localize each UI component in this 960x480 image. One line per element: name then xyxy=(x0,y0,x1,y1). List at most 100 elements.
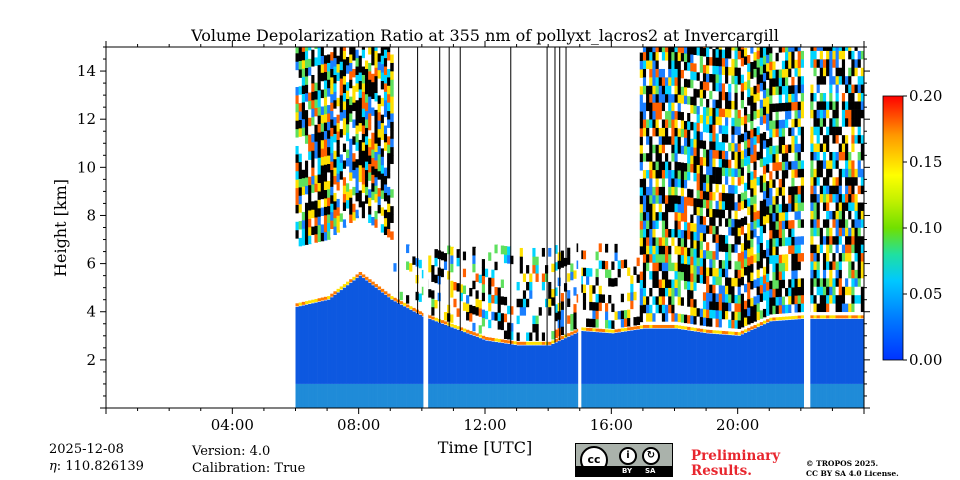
noise-cell xyxy=(794,160,798,170)
noise-cell xyxy=(361,184,366,193)
noise-cell xyxy=(860,67,864,77)
noise-cell xyxy=(304,177,309,186)
noise-cell xyxy=(469,262,473,272)
noise-cell xyxy=(646,77,650,86)
noise-cell xyxy=(781,287,786,297)
noise-cell xyxy=(781,119,786,129)
noise-cell xyxy=(519,332,524,341)
noise-cell xyxy=(810,227,814,237)
noise-cell xyxy=(671,68,675,78)
noise-cell xyxy=(712,191,716,201)
noise-cell xyxy=(709,124,713,133)
noise-cell xyxy=(301,118,306,128)
noise-cell xyxy=(327,180,331,190)
noise-cell xyxy=(336,47,341,56)
noise-cell xyxy=(731,252,735,262)
noise-cell xyxy=(466,252,470,262)
noise-cell xyxy=(573,278,577,288)
aerosol-layer-cell xyxy=(794,319,798,384)
noise-cell xyxy=(516,298,521,308)
noise-cell xyxy=(734,117,738,127)
noise-cell xyxy=(816,227,821,237)
noise-cell xyxy=(668,253,672,263)
noise-cell xyxy=(740,91,745,101)
aerosol-layer-cell xyxy=(762,324,767,384)
noise-cell xyxy=(418,293,423,302)
noise-cell xyxy=(816,143,821,152)
noise-cell xyxy=(295,61,299,71)
noise-cell xyxy=(677,187,682,196)
noise-cell xyxy=(472,272,476,281)
noise-cell xyxy=(358,47,363,56)
noise-cell xyxy=(374,75,378,85)
noise-cell xyxy=(601,294,606,303)
noise-cell xyxy=(785,203,789,213)
noise-cell xyxy=(731,47,735,51)
noise-cell xyxy=(718,66,723,75)
cloud-edge-cell xyxy=(772,317,776,321)
noise-cell xyxy=(737,193,742,203)
noise-cell xyxy=(646,220,650,230)
noise-cell xyxy=(813,185,817,195)
noise-cell xyxy=(762,156,767,166)
noise-cell xyxy=(608,286,612,295)
noise-cell xyxy=(693,240,697,249)
noise-cell xyxy=(364,102,369,112)
noise-cell xyxy=(380,164,385,174)
noise-cell xyxy=(687,289,691,299)
noise-cell xyxy=(715,107,720,117)
noise-cell xyxy=(816,117,821,127)
aerosol-layer-cell xyxy=(848,318,852,384)
noise-cell xyxy=(785,47,789,53)
noise-cell xyxy=(762,98,767,107)
aerosol-layer-cell xyxy=(743,332,748,384)
noise-cell xyxy=(696,130,701,140)
noise-cell xyxy=(737,92,742,102)
noise-cell xyxy=(728,47,732,51)
noise-cell xyxy=(668,93,672,103)
noise-cell xyxy=(696,63,701,73)
noise-cell xyxy=(696,291,701,300)
low-signal-profile xyxy=(559,47,561,341)
noise-cell xyxy=(323,113,328,123)
noise-cell xyxy=(851,75,855,85)
noise-cell xyxy=(346,124,350,133)
noise-cell xyxy=(753,127,757,137)
noise-cell xyxy=(829,193,833,203)
noise-cell xyxy=(368,121,372,131)
noise-cell xyxy=(734,100,738,110)
noise-cell xyxy=(358,63,363,73)
noise-cell xyxy=(355,192,359,202)
noise-cell xyxy=(677,153,682,163)
noise-cell xyxy=(835,109,840,119)
noise-cell xyxy=(772,111,776,121)
noise-cell xyxy=(535,281,539,291)
noise-cell xyxy=(791,287,795,296)
noise-cell xyxy=(488,319,492,329)
noise-cell xyxy=(614,302,618,312)
noise-cell xyxy=(778,170,783,179)
boundary-layer-cell xyxy=(851,383,855,408)
noise-cell xyxy=(756,260,761,270)
noise-cell xyxy=(857,252,862,262)
noise-cell xyxy=(440,276,445,286)
noise-cell xyxy=(323,198,328,207)
noise-cell xyxy=(709,47,713,49)
noise-cell xyxy=(579,250,584,260)
noise-cell xyxy=(639,111,644,120)
noise-cell xyxy=(832,294,836,304)
noise-cell xyxy=(586,292,590,302)
noise-cell xyxy=(327,104,331,114)
boundary-layer-cell xyxy=(563,383,568,408)
noise-cell xyxy=(762,182,767,191)
noise-cell xyxy=(352,47,356,53)
noise-cell xyxy=(826,67,830,77)
noise-cell xyxy=(785,110,789,120)
noise-cell xyxy=(459,300,464,310)
colorbar-tick-label: 0.00 xyxy=(909,351,942,369)
noise-cell xyxy=(810,160,814,169)
noise-cell xyxy=(390,197,394,207)
noise-cell xyxy=(478,308,483,317)
noise-cell xyxy=(333,184,337,193)
noise-cell xyxy=(333,49,337,59)
